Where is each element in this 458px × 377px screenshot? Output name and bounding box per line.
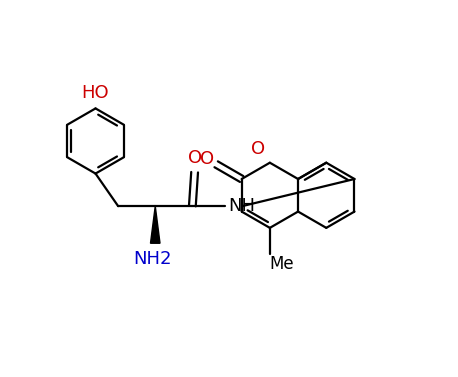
Text: Me: Me: [270, 255, 294, 273]
Text: NH2: NH2: [134, 250, 172, 268]
Text: O: O: [188, 149, 202, 167]
Polygon shape: [151, 206, 160, 243]
Text: O: O: [251, 140, 265, 158]
Text: NH: NH: [229, 197, 256, 215]
Text: O: O: [201, 150, 215, 168]
Text: HO: HO: [82, 84, 109, 102]
